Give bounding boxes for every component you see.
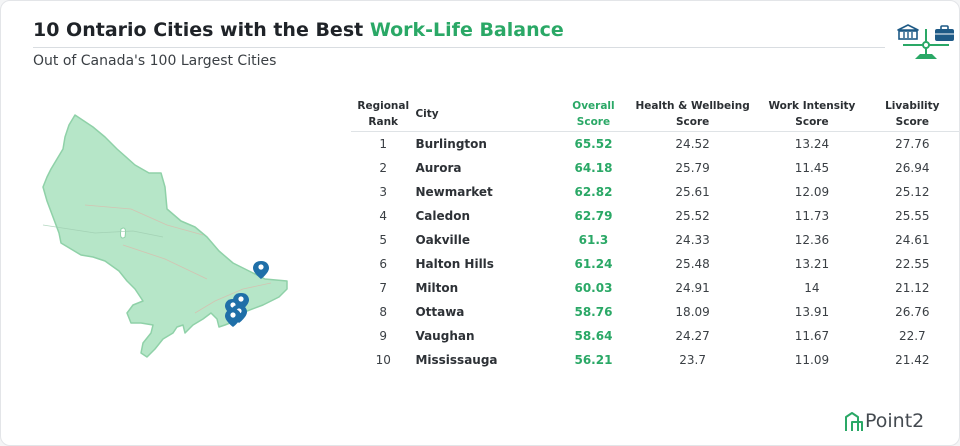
title-highlight: Work-Life Balance (369, 19, 564, 41)
overall-score-cell: 64.18 (574, 161, 613, 175)
overall-score-cell: 62.82 (574, 185, 613, 199)
health-score-cell: 24.27 (675, 329, 710, 343)
rank-cell: 1 (379, 137, 388, 151)
health-score-cell: 23.7 (679, 353, 706, 367)
city-cell: Caledon (415, 209, 470, 223)
table-row: 4 Caledon 62.79 25.52 11.73 25.55 (351, 204, 959, 228)
work-intensity-cell: 14 (804, 281, 820, 295)
work-intensity-cell: 11.67 (794, 329, 830, 343)
overall-score-cell: 65.52 (574, 137, 613, 151)
health-score-cell: 25.52 (675, 209, 710, 223)
livability-cell: 27.76 (895, 137, 930, 151)
health-score-cell: 25.61 (675, 185, 710, 199)
city-cell: Oakville (415, 233, 471, 247)
header-regional-rank: Regional Rank (351, 97, 416, 132)
page-subtitle: Out of Canada's 100 Largest Cities (33, 53, 277, 69)
table-row: 8 Ottawa 58.76 18.09 13.91 26.76 (351, 300, 959, 324)
location-pin-icon (253, 261, 269, 279)
overall-score-cell: 62.79 (574, 209, 613, 223)
table-row: 9 Vaughan 58.64 24.27 11.67 22.7 (351, 324, 959, 348)
balance-scale-icon (897, 24, 954, 59)
city-cell: Halton Hills (415, 257, 494, 271)
rank-cell: 4 (379, 209, 388, 223)
table-row: 6 Halton Hills 61.24 25.48 13.21 22.55 (351, 252, 959, 276)
point2-logo-icon (845, 412, 863, 431)
work-intensity-cell: 12.36 (794, 233, 830, 247)
bank-icon (897, 24, 919, 40)
header-work-intensity-score: Work Intensity Score (758, 97, 866, 132)
livability-cell: 22.55 (895, 257, 930, 271)
city-cell: Vaughan (415, 329, 475, 343)
work-intensity-cell: 12.09 (794, 185, 830, 199)
overall-score-cell: 61.3 (578, 233, 609, 247)
table-row: 3 Newmarket 62.82 25.61 12.09 25.12 (351, 180, 959, 204)
header-overall-score: Overall Score (559, 97, 627, 132)
health-score-cell: 24.91 (675, 281, 710, 295)
livability-cell: 22.7 (898, 329, 926, 343)
title-prefix: 10 Ontario Cities with the Best (33, 19, 370, 41)
overall-score-cell: 56.21 (574, 353, 613, 367)
briefcase-icon (935, 25, 954, 41)
overall-score-cell: 58.64 (574, 329, 613, 343)
city-cell: Burlington (415, 137, 487, 151)
health-score-cell: 24.52 (675, 137, 710, 151)
city-cell: Ottawa (415, 305, 465, 319)
brand-name: Point2 (865, 410, 925, 432)
livability-cell: 21.42 (895, 353, 930, 367)
rankings-table: Regional Rank City Overall Score Health & … (351, 97, 959, 372)
work-intensity-cell: 11.73 (794, 209, 830, 223)
table-header-row: Regional Rank City Overall Score Health & … (351, 97, 959, 132)
livability-cell: 25.12 (895, 185, 930, 199)
city-cell: Newmarket (415, 185, 493, 199)
table-row: 2 Aurora 64.18 25.79 11.45 26.94 (351, 156, 959, 180)
title-divider (33, 47, 885, 48)
livability-cell: 24.61 (895, 233, 930, 247)
city-cell: Aurora (415, 161, 462, 175)
header-health-score: Health & Wellbeing Score (626, 97, 759, 132)
table-row: 10 Mississauga 56.21 23.7 11.09 21.42 (351, 348, 959, 372)
table-row: 1 Burlington 65.52 24.52 13.24 27.76 (351, 132, 959, 157)
overall-score-cell: 58.76 (574, 305, 613, 319)
ontario-shape (42, 114, 288, 358)
rank-cell: 8 (379, 305, 388, 319)
livability-cell: 21.12 (895, 281, 930, 295)
ontario-map (42, 114, 288, 358)
work-intensity-cell: 13.24 (794, 137, 830, 151)
health-score-cell: 25.79 (675, 161, 710, 175)
rank-cell: 2 (379, 161, 388, 175)
work-intensity-cell: 11.45 (794, 161, 830, 175)
rank-cell: 6 (379, 257, 388, 271)
overall-score-cell: 61.24 (574, 257, 613, 271)
livability-cell: 26.94 (895, 161, 930, 175)
rank-cell: 7 (379, 281, 388, 295)
header-city: City (415, 97, 560, 132)
city-cell: Mississauga (415, 353, 498, 367)
rank-cell: 10 (375, 353, 391, 367)
livability-cell: 26.76 (895, 305, 930, 319)
health-score-cell: 18.09 (675, 305, 710, 319)
header-livability-score: Livability Score (865, 97, 959, 132)
work-intensity-cell: 13.91 (794, 305, 830, 319)
city-cell: Milton (415, 281, 459, 295)
rank-cell: 9 (379, 329, 388, 343)
work-intensity-cell: 13.21 (794, 257, 830, 271)
table-row: 7 Milton 60.03 24.91 14 21.12 (351, 276, 959, 300)
rank-cell: 5 (379, 233, 388, 247)
work-intensity-cell: 11.09 (794, 353, 830, 367)
location-pin-icon (225, 309, 241, 327)
overall-score-cell: 60.03 (574, 281, 613, 295)
livability-cell: 25.55 (895, 209, 930, 223)
rank-cell: 3 (379, 185, 388, 199)
health-score-cell: 25.48 (675, 257, 710, 271)
table-row: 5 Oakville 61.3 24.33 12.36 24.61 (351, 228, 959, 252)
page-title: 10 Ontario Cities with the Best Work-Lif… (33, 19, 564, 41)
health-score-cell: 24.33 (675, 233, 710, 247)
